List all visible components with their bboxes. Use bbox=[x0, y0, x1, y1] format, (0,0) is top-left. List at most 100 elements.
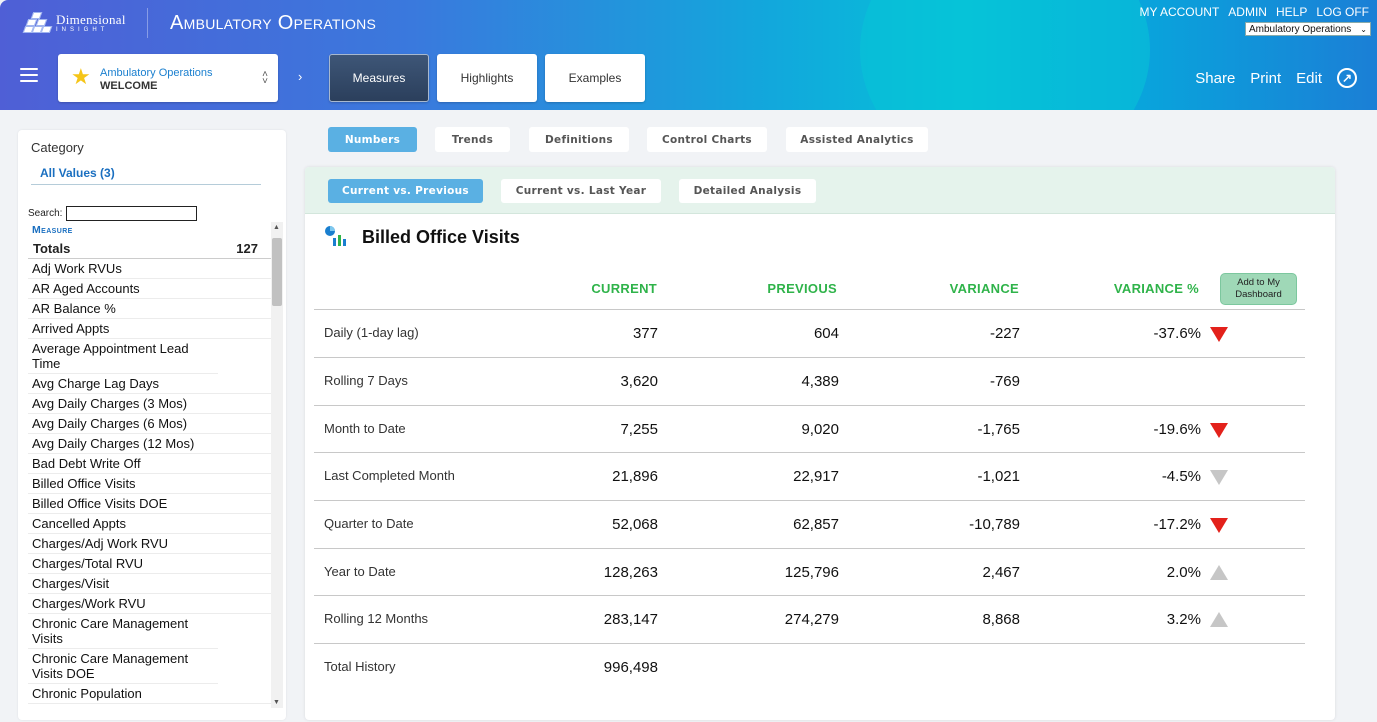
help-link[interactable]: HELP bbox=[1275, 5, 1308, 19]
tab-control-charts[interactable]: Control Charts bbox=[647, 127, 767, 152]
log-off-link[interactable]: LOG OFF bbox=[1316, 5, 1369, 19]
totals-count: 127 bbox=[236, 241, 258, 256]
header-actions: Share Print Edit ↗ bbox=[1195, 68, 1357, 88]
list-item[interactable]: Charges/Work RVU bbox=[28, 594, 271, 614]
scroll-down-icon[interactable]: ▼ bbox=[273, 699, 280, 706]
scrollbar-thumb[interactable] bbox=[272, 238, 282, 306]
variance-value: -1,021 bbox=[977, 468, 1020, 485]
tab-detailed-analysis[interactable]: Detailed Analysis bbox=[679, 179, 816, 203]
variance-value: -227 bbox=[989, 325, 1020, 342]
tab-measures[interactable]: Measures bbox=[329, 54, 429, 102]
menu-icon[interactable] bbox=[20, 68, 38, 82]
list-item[interactable]: Avg Daily Charges (6 Mos) bbox=[28, 414, 271, 434]
admin-link[interactable]: ADMIN bbox=[1228, 5, 1267, 19]
all-values-filter[interactable]: All Values (3) bbox=[40, 166, 115, 180]
table-divider bbox=[314, 548, 1305, 549]
column-header-variance-pct: VARIANCE % bbox=[1113, 281, 1199, 296]
external-link-icon[interactable]: ↗ bbox=[1337, 68, 1357, 88]
category-label: Category bbox=[31, 140, 84, 155]
print-button[interactable]: Print bbox=[1250, 69, 1282, 87]
brand-subname: INSIGHT bbox=[56, 27, 109, 33]
list-item[interactable]: Billed Office Visits DOE bbox=[28, 494, 271, 514]
down-arrow-grey-icon bbox=[1210, 470, 1228, 485]
share-button[interactable]: Share bbox=[1195, 69, 1236, 87]
header-divider bbox=[147, 8, 148, 38]
logo-cubes-icon bbox=[22, 12, 53, 34]
current-value: 377 bbox=[632, 325, 658, 342]
brand-logo[interactable]: Dimensional INSIGHT bbox=[22, 12, 126, 34]
dashboard-page: WELCOME bbox=[100, 80, 158, 92]
up-arrow-grey-icon bbox=[1210, 565, 1228, 580]
chevron-right-icon: › bbox=[298, 69, 303, 84]
variance-value: -769 bbox=[989, 373, 1020, 390]
previous-value: 125,796 bbox=[784, 564, 839, 581]
search-label: Search: bbox=[28, 208, 63, 219]
table-divider bbox=[314, 500, 1305, 501]
app-title: Ambulatory Operations bbox=[170, 12, 377, 34]
variance-value: -1,765 bbox=[977, 421, 1020, 438]
tab-trends[interactable]: Trends bbox=[435, 127, 510, 152]
favorite-star-icon[interactable]: ★ bbox=[71, 64, 91, 89]
list-item[interactable]: Bad Debt Write Off bbox=[28, 454, 271, 474]
scroll-up-icon[interactable]: ▲ bbox=[273, 224, 280, 231]
list-item[interactable]: Avg Charge Lag Days bbox=[28, 374, 271, 394]
previous-value: 62,857 bbox=[793, 516, 839, 533]
previous-value: 4,389 bbox=[801, 373, 839, 390]
current-value: 21,896 bbox=[612, 468, 658, 485]
current-value: 128,263 bbox=[603, 564, 658, 581]
tab-assisted-analytics[interactable]: Assisted Analytics bbox=[786, 127, 928, 152]
row-label: Rolling 7 Days bbox=[324, 373, 408, 388]
column-header-current: CURRENT bbox=[591, 281, 657, 296]
row-label: Year to Date bbox=[324, 564, 396, 579]
tab-numbers[interactable]: Numbers bbox=[328, 127, 417, 152]
category-panel: Category All Values (3) Search: Measure … bbox=[18, 130, 286, 720]
list-item[interactable]: Adj Work RVUs bbox=[28, 259, 271, 279]
tab-current-vs-last-year[interactable]: Current vs. Last Year bbox=[501, 179, 661, 203]
totals-label: Totals bbox=[33, 241, 71, 256]
table-divider bbox=[314, 595, 1305, 596]
column-header-variance: VARIANCE bbox=[949, 281, 1019, 296]
list-item[interactable]: Cancelled Appts bbox=[28, 514, 271, 534]
list-item[interactable]: Billed Office Visits bbox=[28, 474, 271, 494]
previous-value: 9,020 bbox=[801, 421, 839, 438]
list-item[interactable]: Chronic Care Management Visits DOE bbox=[28, 649, 218, 684]
totals-row[interactable]: Totals 127 bbox=[28, 239, 271, 259]
variance-pct-value: -4.5% bbox=[1161, 468, 1201, 485]
list-item[interactable]: Avg Daily Charges (3 Mos) bbox=[28, 394, 271, 414]
add-to-dashboard-button[interactable]: Add to My Dashboard bbox=[1220, 273, 1297, 305]
row-label: Last Completed Month bbox=[324, 468, 455, 483]
tab-examples[interactable]: Examples bbox=[545, 54, 645, 102]
list-item[interactable]: Charges/Total RVU bbox=[28, 554, 271, 574]
up-arrow-grey-icon bbox=[1210, 612, 1228, 627]
measure-title: Billed Office Visits bbox=[362, 227, 520, 247]
tab-current-vs-previous[interactable]: Current vs. Previous bbox=[328, 179, 483, 203]
edit-button[interactable]: Edit bbox=[1296, 69, 1322, 87]
list-item[interactable]: Chronic Population bbox=[28, 684, 271, 704]
search-input[interactable] bbox=[66, 206, 197, 221]
current-value: 996,498 bbox=[603, 659, 658, 676]
list-item[interactable]: Arrived Appts bbox=[28, 319, 271, 339]
previous-value: 604 bbox=[813, 325, 839, 342]
tab-highlights[interactable]: Highlights bbox=[437, 54, 537, 102]
list-item[interactable]: AR Balance % bbox=[28, 299, 271, 319]
dashboard-selector[interactable]: ★ Ambulatory Operations WELCOME ˄ ˅ bbox=[58, 54, 278, 102]
variance-value: 2,467 bbox=[982, 564, 1020, 581]
row-label: Daily (1-day lag) bbox=[324, 325, 419, 340]
list-item[interactable]: Charges/Adj Work RVU bbox=[28, 534, 271, 554]
list-item[interactable]: Average Appointment Lead Time bbox=[28, 339, 218, 374]
application-select[interactable]: Ambulatory Operations ⌄ bbox=[1245, 22, 1371, 36]
app-header: Dimensional INSIGHT Ambulatory Operation… bbox=[0, 0, 1377, 110]
measure-list-scrollbar[interactable]: ▲ ▼ bbox=[271, 222, 283, 708]
down-arrow-red-icon bbox=[1210, 518, 1228, 533]
brand-name: Dimensional bbox=[56, 12, 126, 27]
list-item[interactable]: AR Aged Accounts bbox=[28, 279, 271, 299]
list-item[interactable]: Chronic Care Management Visits bbox=[28, 614, 218, 649]
list-item[interactable]: Avg Daily Charges (12 Mos) bbox=[28, 434, 271, 454]
down-arrow-red-icon bbox=[1210, 327, 1228, 342]
my-account-link[interactable]: MY ACCOUNT bbox=[1139, 5, 1220, 19]
measure-list-header: Measure bbox=[32, 224, 73, 236]
tab-definitions[interactable]: Definitions bbox=[529, 127, 629, 152]
list-item[interactable]: Charges/Visit bbox=[28, 574, 271, 594]
measure-card: Current vs. Previous Current vs. Last Ye… bbox=[305, 167, 1335, 720]
measure-list: Measure Totals 127 Adj Work RVUs AR Aged… bbox=[28, 222, 271, 704]
